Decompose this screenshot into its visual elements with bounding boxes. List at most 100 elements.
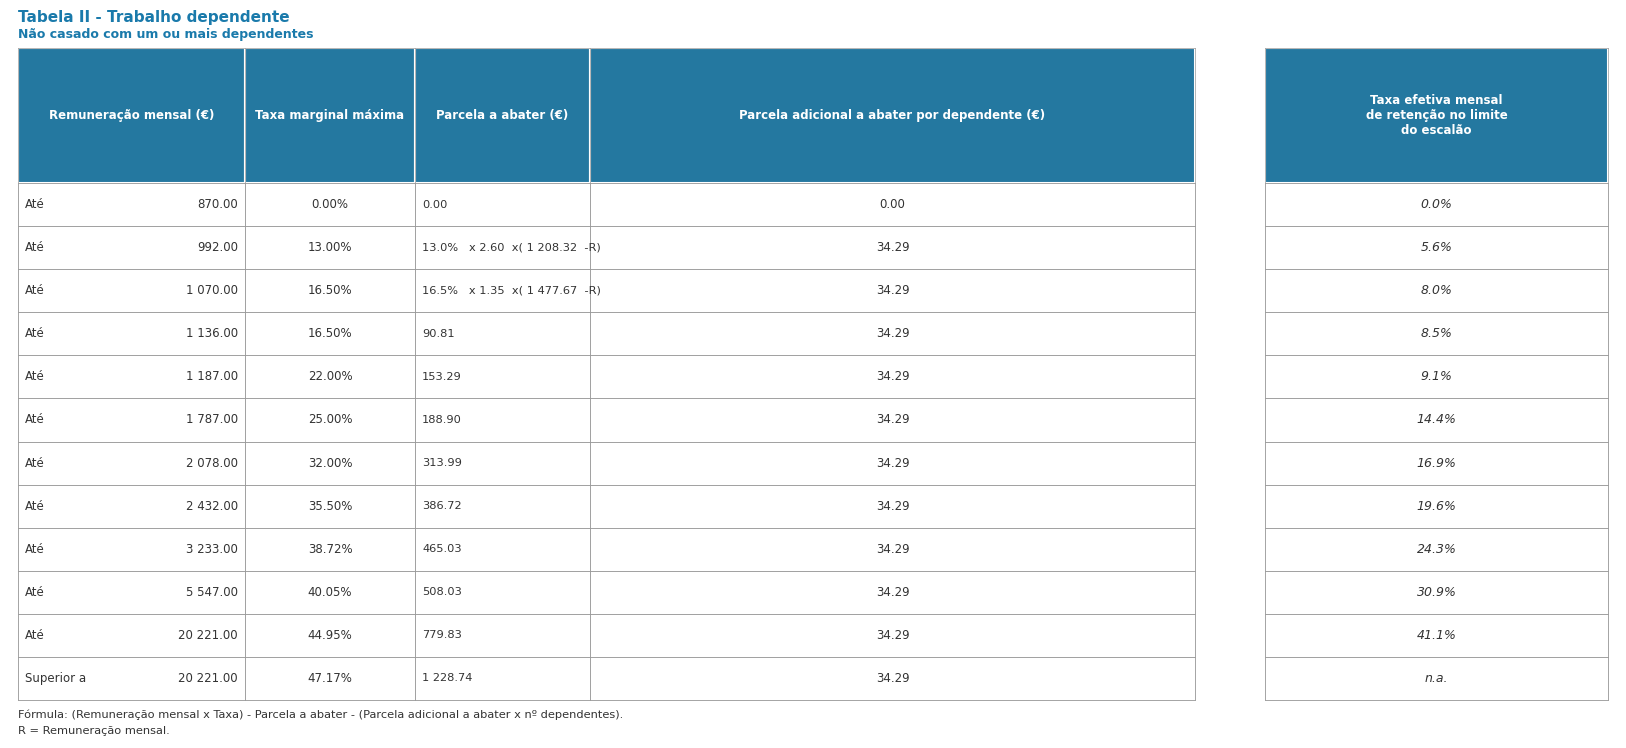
Bar bbox=[18, 399, 246, 441]
Text: 386.72: 386.72 bbox=[423, 501, 462, 511]
Bar bbox=[246, 527, 415, 571]
Bar bbox=[1265, 614, 1608, 657]
Bar bbox=[18, 48, 246, 183]
Bar bbox=[415, 485, 590, 527]
Bar bbox=[590, 657, 1195, 700]
Text: 5 547.00: 5 547.00 bbox=[185, 586, 237, 599]
Text: Parcela a abater (€): Parcela a abater (€) bbox=[436, 109, 569, 122]
Text: 870.00: 870.00 bbox=[197, 198, 237, 211]
Text: Até: Até bbox=[24, 198, 46, 211]
Text: 16.9%: 16.9% bbox=[1416, 456, 1457, 470]
Text: 8.5%: 8.5% bbox=[1421, 328, 1452, 340]
Bar bbox=[415, 441, 590, 485]
Text: 34.29: 34.29 bbox=[876, 414, 909, 426]
Bar bbox=[246, 657, 415, 700]
Bar bbox=[18, 355, 246, 399]
Bar bbox=[415, 183, 590, 226]
Text: 465.03: 465.03 bbox=[423, 545, 462, 554]
Text: 34.29: 34.29 bbox=[876, 456, 909, 470]
Text: Até: Até bbox=[24, 328, 46, 340]
Bar bbox=[18, 571, 246, 614]
Text: R = Remuneração mensal.: R = Remuneração mensal. bbox=[18, 726, 169, 736]
Text: 34.29: 34.29 bbox=[876, 328, 909, 340]
Text: 188.90: 188.90 bbox=[423, 415, 462, 425]
Text: 34.29: 34.29 bbox=[876, 370, 909, 384]
Text: Não casado com um ou mais dependentes: Não casado com um ou mais dependentes bbox=[18, 28, 314, 41]
Text: Parcela adicional a abater por dependente (€): Parcela adicional a abater por dependent… bbox=[740, 109, 1046, 122]
Bar bbox=[1265, 571, 1608, 614]
Text: 44.95%: 44.95% bbox=[307, 629, 353, 642]
Text: 5.6%: 5.6% bbox=[1421, 241, 1452, 254]
Bar bbox=[246, 441, 415, 485]
Text: 34.29: 34.29 bbox=[876, 672, 909, 685]
Text: 2 078.00: 2 078.00 bbox=[185, 456, 237, 470]
Bar bbox=[18, 614, 246, 657]
Bar bbox=[1265, 441, 1608, 485]
Bar bbox=[590, 571, 1195, 614]
Bar bbox=[246, 183, 415, 226]
Text: Fórmula: (Remuneração mensal x Taxa) - Parcela a abater - (Parcela adicional a a: Fórmula: (Remuneração mensal x Taxa) - P… bbox=[18, 710, 623, 720]
Text: 16.50%: 16.50% bbox=[307, 328, 353, 340]
Bar bbox=[590, 226, 1195, 269]
Text: 16.5%   x 1.35  x( 1 477.67  -R): 16.5% x 1.35 x( 1 477.67 -R) bbox=[423, 286, 602, 295]
Text: 13.0%   x 2.60  x( 1 208.32  -R): 13.0% x 2.60 x( 1 208.32 -R) bbox=[423, 242, 600, 253]
Text: 34.29: 34.29 bbox=[876, 241, 909, 254]
Bar bbox=[590, 183, 1195, 226]
Text: Até: Até bbox=[24, 586, 46, 599]
Bar bbox=[246, 269, 415, 312]
Text: Até: Até bbox=[24, 414, 46, 426]
Bar bbox=[246, 614, 415, 657]
Text: 22.00%: 22.00% bbox=[307, 370, 353, 384]
Bar bbox=[1265, 527, 1608, 571]
Bar bbox=[1265, 312, 1608, 355]
Text: 0.00: 0.00 bbox=[880, 198, 906, 211]
Text: Até: Até bbox=[24, 629, 46, 642]
Text: 1 787.00: 1 787.00 bbox=[185, 414, 237, 426]
Text: 24.3%: 24.3% bbox=[1416, 543, 1457, 556]
Text: 19.6%: 19.6% bbox=[1416, 500, 1457, 512]
Text: 32.00%: 32.00% bbox=[307, 456, 353, 470]
Bar bbox=[1265, 183, 1608, 226]
Bar bbox=[246, 571, 415, 614]
Bar bbox=[415, 571, 590, 614]
Bar bbox=[590, 485, 1195, 527]
Bar bbox=[1265, 48, 1608, 183]
Bar bbox=[415, 527, 590, 571]
Text: 34.29: 34.29 bbox=[876, 284, 909, 297]
Bar bbox=[415, 614, 590, 657]
Bar bbox=[415, 399, 590, 441]
Bar bbox=[590, 355, 1195, 399]
Text: 34.29: 34.29 bbox=[876, 500, 909, 512]
Text: 1 070.00: 1 070.00 bbox=[185, 284, 237, 297]
Bar bbox=[590, 441, 1195, 485]
Text: 1 187.00: 1 187.00 bbox=[185, 370, 237, 384]
Bar bbox=[415, 355, 590, 399]
Text: 779.83: 779.83 bbox=[423, 631, 462, 640]
Text: 47.17%: 47.17% bbox=[307, 672, 353, 685]
Bar bbox=[18, 441, 246, 485]
Text: 8.0%: 8.0% bbox=[1421, 284, 1452, 297]
Bar bbox=[415, 226, 590, 269]
Text: 153.29: 153.29 bbox=[423, 372, 462, 382]
Bar bbox=[415, 48, 590, 183]
Text: Até: Até bbox=[24, 284, 46, 297]
Text: 40.05%: 40.05% bbox=[307, 586, 353, 599]
Text: Taxa efetiva mensal
de retenção no limite
do escalão: Taxa efetiva mensal de retenção no limit… bbox=[1366, 94, 1507, 137]
Bar bbox=[18, 183, 246, 226]
Text: 0.00: 0.00 bbox=[423, 200, 447, 209]
Text: 90.81: 90.81 bbox=[423, 329, 455, 339]
Bar bbox=[246, 399, 415, 441]
Text: Até: Até bbox=[24, 500, 46, 512]
Text: Remuneração mensal (€): Remuneração mensal (€) bbox=[49, 109, 215, 122]
Text: Até: Até bbox=[24, 456, 46, 470]
Bar bbox=[18, 312, 246, 355]
Bar bbox=[1265, 657, 1608, 700]
Text: Superior a: Superior a bbox=[24, 672, 86, 685]
Bar bbox=[18, 269, 246, 312]
Bar bbox=[18, 226, 246, 269]
Text: 992.00: 992.00 bbox=[197, 241, 237, 254]
Bar bbox=[1265, 226, 1608, 269]
Text: 25.00%: 25.00% bbox=[307, 414, 353, 426]
Text: 30.9%: 30.9% bbox=[1416, 586, 1457, 599]
Text: Taxa marginal máxima: Taxa marginal máxima bbox=[255, 109, 405, 122]
